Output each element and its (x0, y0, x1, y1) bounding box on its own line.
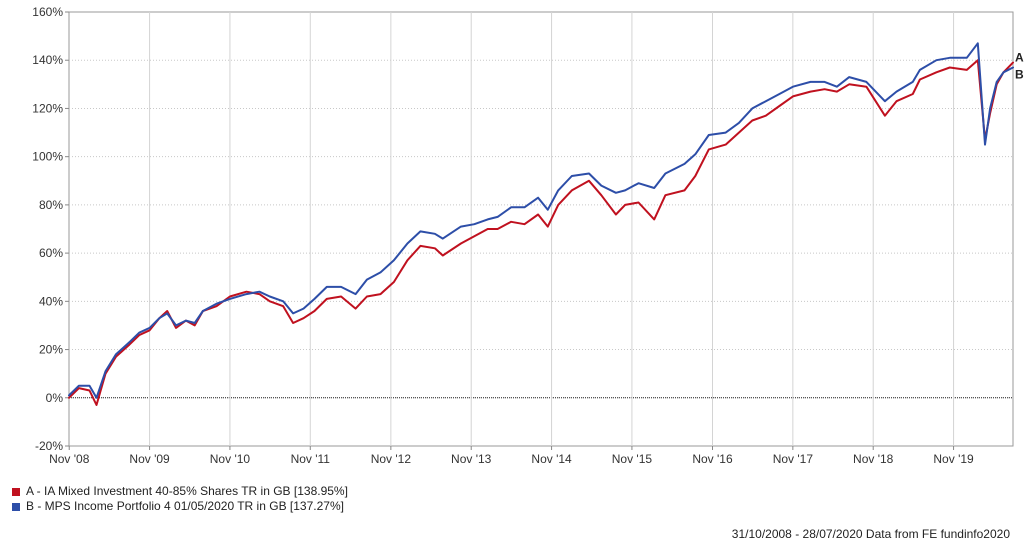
y-tick-label: 100% (32, 150, 63, 164)
y-tick-label: 160% (32, 5, 63, 19)
plot-area (68, 11, 1014, 447)
series-end-label-b: B (1015, 67, 1024, 81)
y-tick-label: 20% (39, 343, 63, 357)
legend-label-a: A - IA Mixed Investment 40-85% Shares TR… (26, 484, 348, 498)
y-tick-label: 140% (32, 53, 63, 67)
y-tick-label: 60% (39, 246, 63, 260)
series-line-a (68, 59, 1014, 406)
series-end-labels: AB (1015, 51, 1024, 82)
y-tick-label: 120% (32, 101, 63, 115)
y-tick-label: 80% (39, 198, 63, 212)
legend-item-a: A - IA Mixed Investment 40-85% Shares TR… (12, 484, 348, 499)
x-tick-label: Nov '10 (210, 452, 251, 466)
y-tick-label: -20% (35, 439, 63, 453)
x-tick-label: Nov '08 (49, 452, 90, 466)
y-tick-label: 40% (39, 294, 63, 308)
x-tick-label: Nov '11 (291, 452, 331, 466)
x-tick-label: Nov '09 (129, 452, 170, 466)
legend: A - IA Mixed Investment 40-85% Shares TR… (12, 484, 348, 514)
x-tick-label: Nov '17 (773, 452, 814, 466)
y-tick-label: 0% (46, 391, 64, 405)
legend-swatch-a (12, 487, 20, 496)
grid-lines (65, 11, 1013, 450)
series-lines (68, 42, 1014, 406)
x-tick-label: Nov '13 (451, 452, 492, 466)
data-source-footer: 31/10/2008 - 28/07/2020 Data from FE fun… (731, 527, 1010, 541)
series-end-label-a: A (1015, 51, 1024, 65)
x-tick-label: Nov '15 (612, 452, 653, 466)
series-line-b (68, 42, 1014, 399)
axis-labels: 160%140%120%100%80%60%40%20%0%-20%Nov '0… (32, 5, 974, 466)
x-tick-label: Nov '18 (853, 452, 894, 466)
legend-swatch-b (12, 502, 20, 511)
x-tick-label: Nov '16 (692, 452, 733, 466)
x-tick-label: Nov '19 (933, 452, 974, 466)
line-chart: 160%140%120%100%80%60%40%20%0%-20%Nov '0… (32, 5, 1024, 466)
legend-label-b: B - MPS Income Portfolio 4 01/05/2020 TR… (26, 499, 344, 513)
x-tick-label: Nov '12 (371, 452, 412, 466)
x-tick-label: Nov '14 (531, 452, 572, 466)
legend-item-b: B - MPS Income Portfolio 4 01/05/2020 TR… (12, 499, 348, 514)
